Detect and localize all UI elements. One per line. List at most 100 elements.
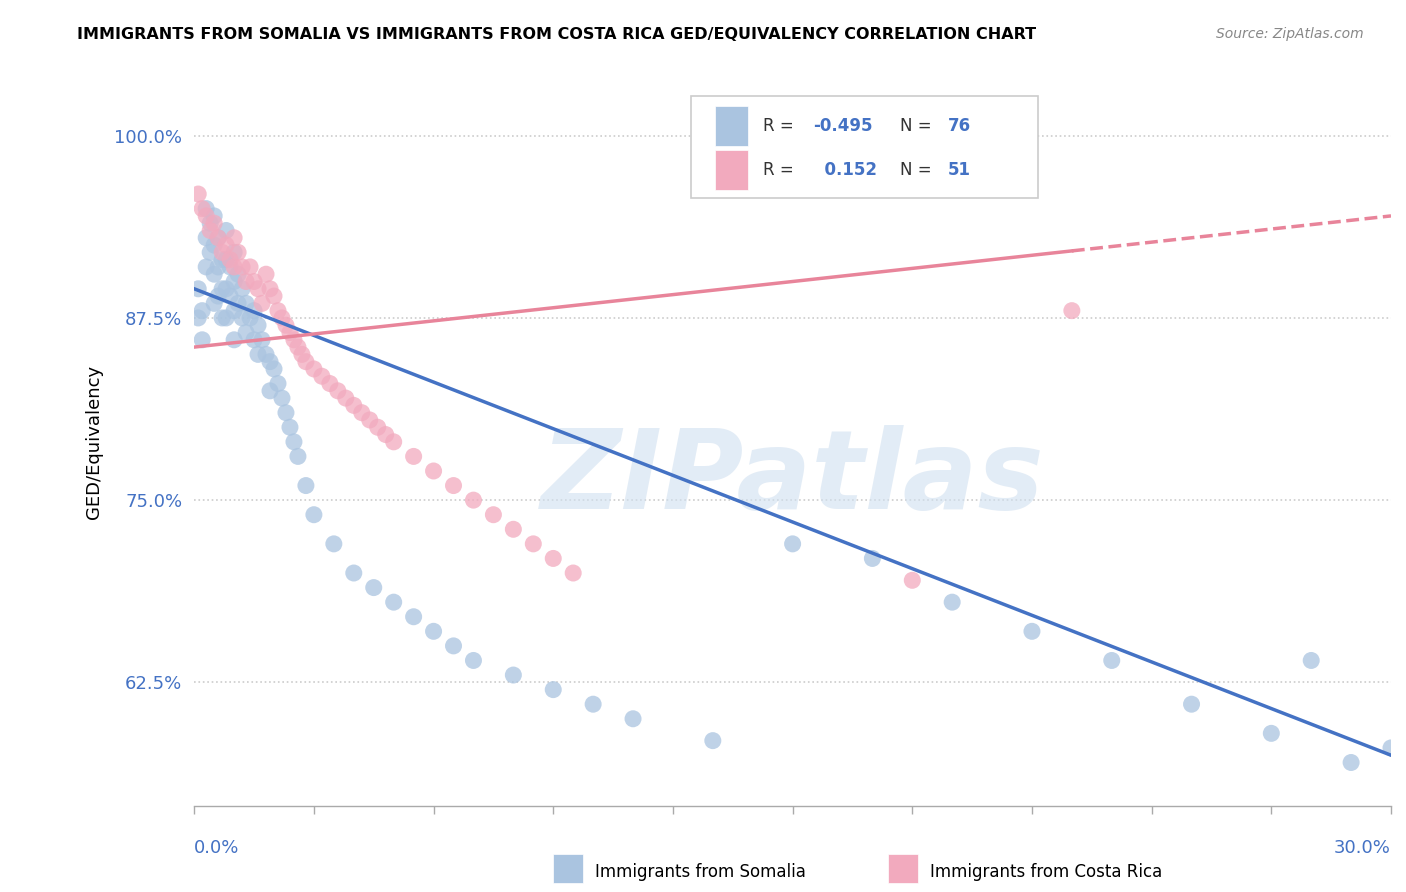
Point <box>207 231 229 245</box>
Point <box>322 537 344 551</box>
Point <box>1180 697 1202 711</box>
Point <box>283 434 305 449</box>
Point <box>443 478 465 492</box>
Point <box>295 478 318 492</box>
Point <box>382 434 405 449</box>
Point <box>311 369 333 384</box>
Point <box>224 303 246 318</box>
Point <box>247 347 270 361</box>
Point <box>259 384 281 398</box>
Point <box>860 551 883 566</box>
Point <box>319 376 342 391</box>
Point <box>187 187 209 202</box>
Point <box>422 464 444 478</box>
Point <box>235 326 257 340</box>
Point <box>283 333 305 347</box>
Point <box>187 282 209 296</box>
Point <box>215 282 238 296</box>
Point <box>207 231 229 245</box>
Text: -0.495: -0.495 <box>813 117 873 135</box>
Point <box>271 391 294 405</box>
Point <box>243 275 266 289</box>
Point <box>1060 303 1083 318</box>
Point <box>224 333 246 347</box>
Point <box>287 450 309 464</box>
Point <box>235 296 257 310</box>
Point <box>250 333 273 347</box>
FancyBboxPatch shape <box>553 854 583 883</box>
Point <box>254 347 277 361</box>
Point <box>901 574 924 588</box>
FancyBboxPatch shape <box>714 151 748 190</box>
FancyBboxPatch shape <box>889 854 918 883</box>
Point <box>254 267 277 281</box>
Point <box>198 245 221 260</box>
Text: R =: R = <box>762 117 799 135</box>
Point <box>522 537 544 551</box>
Point <box>202 267 225 281</box>
Text: 0.0%: 0.0% <box>194 839 239 857</box>
Point <box>582 697 605 711</box>
Point <box>239 260 262 274</box>
Point <box>224 275 246 289</box>
Y-axis label: GED/Equivalency: GED/Equivalency <box>86 365 103 519</box>
Point <box>202 238 225 252</box>
Point <box>224 245 246 260</box>
Point <box>267 376 290 391</box>
Point <box>302 508 325 522</box>
Point <box>443 639 465 653</box>
Point <box>211 310 233 325</box>
Text: 76: 76 <box>948 117 972 135</box>
Point <box>195 202 218 216</box>
Point <box>211 282 233 296</box>
Point <box>278 420 301 434</box>
Point <box>207 260 229 274</box>
Point <box>274 406 297 420</box>
Point <box>224 260 246 274</box>
Point <box>382 595 405 609</box>
Point <box>502 668 524 682</box>
Point <box>1021 624 1043 639</box>
Point <box>191 333 214 347</box>
Point <box>226 267 249 281</box>
Point <box>198 223 221 237</box>
Point <box>402 450 425 464</box>
Point <box>359 413 381 427</box>
Point <box>247 282 270 296</box>
Point <box>1301 653 1323 667</box>
Text: Immigrants from Costa Rica: Immigrants from Costa Rica <box>931 863 1163 880</box>
Text: ZIPatlas: ZIPatlas <box>541 425 1045 532</box>
Point <box>247 318 270 333</box>
Text: R =: R = <box>762 161 799 179</box>
Point <box>287 340 309 354</box>
Text: Immigrants from Somalia: Immigrants from Somalia <box>595 863 806 880</box>
Point <box>1340 756 1362 770</box>
Point <box>271 310 294 325</box>
Point <box>211 252 233 267</box>
Point <box>350 406 373 420</box>
Point <box>215 252 238 267</box>
Point <box>215 238 238 252</box>
Point <box>1101 653 1123 667</box>
Point <box>295 354 318 368</box>
Point <box>541 551 564 566</box>
Point <box>263 362 285 376</box>
Point <box>267 303 290 318</box>
Point <box>326 384 349 398</box>
Point <box>215 310 238 325</box>
Point <box>1260 726 1282 740</box>
Point <box>463 653 485 667</box>
Point <box>191 202 214 216</box>
Point <box>202 209 225 223</box>
Point <box>231 282 253 296</box>
Point <box>231 310 253 325</box>
Point <box>263 289 285 303</box>
Point <box>239 310 262 325</box>
Point <box>402 609 425 624</box>
Point <box>562 566 585 580</box>
Point <box>343 566 366 580</box>
Point <box>363 581 385 595</box>
Text: Source: ZipAtlas.com: Source: ZipAtlas.com <box>1216 27 1364 41</box>
Point <box>782 537 804 551</box>
Point <box>374 427 396 442</box>
